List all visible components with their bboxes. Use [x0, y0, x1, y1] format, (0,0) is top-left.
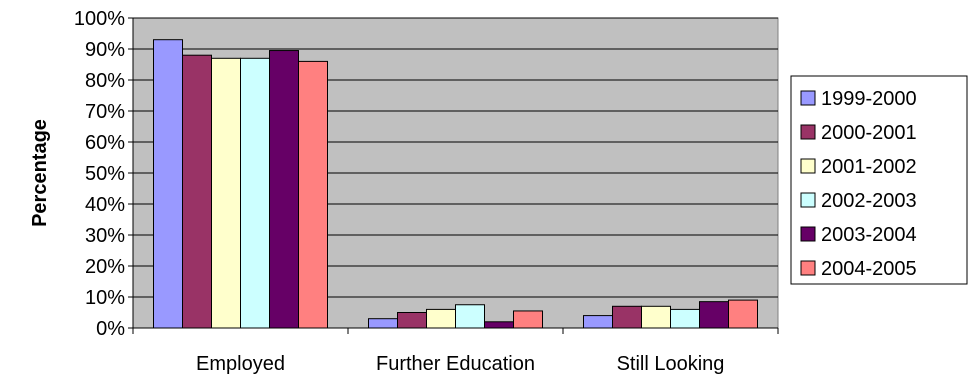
- legend-swatch: [800, 226, 816, 242]
- x-axis-categories: Employed Further Education Still Looking: [132, 328, 779, 375]
- legend-label: 2004-2005: [821, 258, 917, 280]
- bar-further-education-2000-2001: [397, 312, 427, 329]
- bar-further-education-2002-2003: [455, 304, 485, 329]
- legend-label: 1999-2000: [821, 88, 917, 110]
- bar-still-looking-2000-2001: [612, 305, 642, 329]
- y-tick-label: 10%: [85, 287, 125, 309]
- bar-employed-2003-2004: [269, 50, 299, 329]
- bar-employed-2002-2003: [240, 57, 270, 329]
- legend-swatch: [800, 260, 816, 276]
- legend-label: 2001-2002: [821, 156, 917, 178]
- bar-still-looking-2004-2005: [728, 299, 758, 329]
- x-category-label: Still Looking: [617, 353, 725, 375]
- y-tick-label: 40%: [85, 194, 125, 216]
- y-tick-label: 50%: [85, 163, 125, 185]
- bar-still-looking-1999-2000: [583, 315, 613, 329]
- y-tick-label: 30%: [85, 225, 125, 247]
- y-tick-label: 0%: [96, 318, 125, 340]
- x-category-label: Further Education: [376, 353, 535, 375]
- bar-further-education-2001-2002: [426, 308, 456, 329]
- legend-box: [790, 75, 968, 285]
- y-tick-label: 70%: [85, 101, 125, 123]
- bar-employed-1999-2000: [153, 39, 183, 329]
- legend: 1999-2000 2000-2001 2001-2002 2002-2003 2003…: [790, 75, 968, 285]
- bar-still-looking-2003-2004: [699, 301, 729, 329]
- bar-still-looking-2002-2003: [670, 308, 700, 329]
- y-axis-ticks: 0% 10% 20% 30% 40% 50% 60% 70% 80% 90% 100%: [74, 8, 133, 340]
- y-tick-label: 60%: [85, 132, 125, 154]
- legend-swatch: [800, 124, 816, 140]
- legend-label: 2000-2001: [821, 122, 917, 144]
- x-category-label: Employed: [196, 353, 285, 375]
- bar-still-looking-2001-2002: [641, 305, 671, 329]
- bar-further-education-2004-2005: [513, 310, 543, 329]
- legend-label: 2002-2003: [821, 190, 917, 212]
- legend-swatch: [800, 192, 816, 208]
- bar-employed-2004-2005: [298, 60, 328, 329]
- bar-employed-2001-2002: [211, 57, 241, 329]
- y-tick-label: 80%: [85, 70, 125, 92]
- legend-swatch: [800, 158, 816, 174]
- legend-swatch: [800, 90, 816, 106]
- y-tick-label: 100%: [74, 8, 125, 30]
- y-tick-label: 90%: [85, 39, 125, 61]
- y-axis-title: Percentage: [29, 119, 51, 227]
- bar-employed-2000-2001: [182, 54, 212, 329]
- y-tick-label: 20%: [85, 256, 125, 278]
- legend-label: 2003-2004: [821, 224, 917, 246]
- bar-further-education-2003-2004: [484, 321, 514, 329]
- bar-further-education-1999-2000: [368, 318, 398, 329]
